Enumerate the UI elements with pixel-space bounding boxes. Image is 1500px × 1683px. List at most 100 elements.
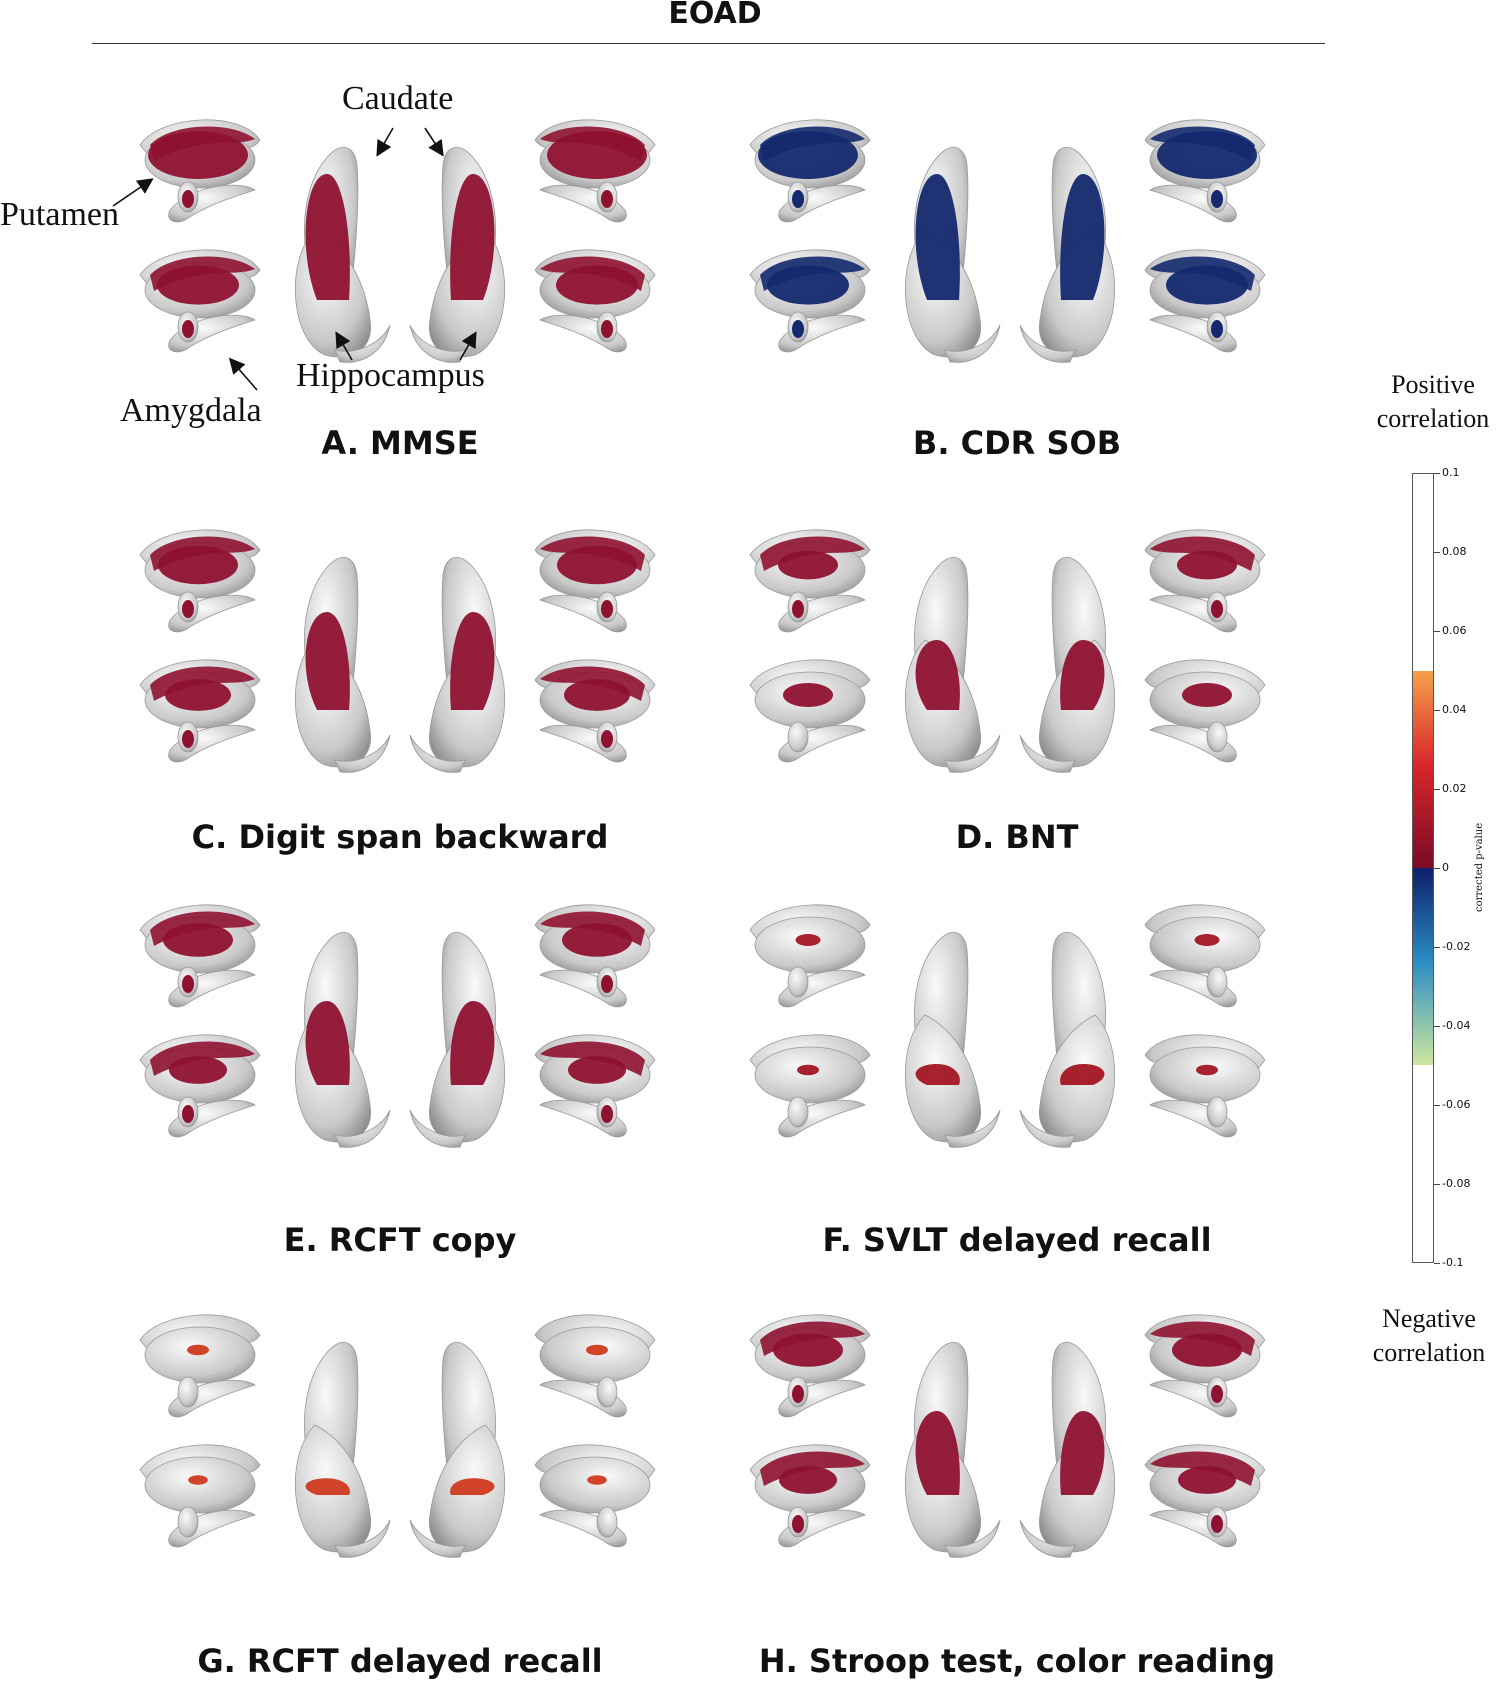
amygdala-shape — [1206, 1096, 1228, 1128]
caption-d: D. BNT — [955, 818, 1079, 856]
hippocampus-shape — [168, 1099, 256, 1138]
significance-cluster — [792, 320, 804, 338]
axial-view-right — [1019, 932, 1116, 1148]
significance-cluster — [450, 1478, 495, 1495]
colorbar — [1412, 473, 1434, 1263]
hippocampus-shape — [168, 594, 256, 633]
amygdala-shape — [787, 1096, 809, 1128]
hippocampal-tail-shape — [334, 734, 391, 773]
hippocampal-tail-shape — [944, 324, 1001, 363]
significance-cluster — [586, 1344, 608, 1356]
lateral-view-lower-left — [139, 659, 261, 763]
hippocampal-tail-shape — [409, 1519, 466, 1558]
hippocampus-shape — [539, 1509, 627, 1548]
hippocampus-shape — [539, 969, 627, 1008]
hippocampus-shape — [1149, 314, 1237, 353]
hippocampus-shape — [539, 724, 627, 763]
negative-correlation-label: Negative correlation — [1372, 1304, 1486, 1367]
colorbar-tick-mark — [1434, 1263, 1440, 1264]
significance-cluster — [915, 1064, 960, 1085]
lateral-view-upper-right — [1144, 1314, 1266, 1418]
significance-cluster — [795, 934, 821, 946]
significance-cluster — [1211, 320, 1223, 338]
significance-cluster — [783, 683, 833, 707]
significance-cluster — [797, 1064, 819, 1076]
significance-cluster — [1194, 934, 1220, 946]
caption-c: C. Digit span backward — [191, 818, 609, 856]
lateral-view-upper-left — [749, 904, 871, 1008]
hippocampus-shape — [1149, 969, 1237, 1008]
significance-cluster — [1060, 1411, 1105, 1495]
colorbar-tick-label: 0.02 — [1442, 782, 1467, 795]
significance-cluster — [915, 1411, 960, 1495]
lateral-view-lower-right — [534, 659, 656, 763]
significance-cluster — [1150, 536, 1255, 571]
axial-view-right — [409, 1342, 506, 1558]
significance-cluster — [540, 1041, 645, 1076]
brain-render-h — [749, 1314, 1266, 1558]
colorbar-tick-mark — [1434, 789, 1440, 790]
axial-view-right — [1019, 557, 1116, 773]
axial-view-left — [294, 557, 391, 773]
hippocampus-shape — [539, 184, 627, 223]
caudate-label: Caudate — [342, 80, 454, 117]
hippocampus-shape — [168, 184, 256, 223]
colorbar-tick-label: -0.02 — [1442, 940, 1471, 953]
hippocampal-tail-shape — [409, 734, 466, 773]
lateral-view-upper-right — [534, 529, 656, 633]
significance-cluster — [182, 1105, 194, 1123]
hippocampus-shape — [168, 1509, 256, 1548]
title-divider — [92, 43, 1325, 44]
amygdala-shape — [1206, 721, 1228, 753]
colorbar-tick-label: -0.04 — [1442, 1019, 1471, 1032]
significance-cluster — [601, 320, 613, 338]
panel-d — [730, 505, 1290, 805]
colorbar-tick-mark — [1434, 631, 1440, 632]
significance-cluster — [1150, 1321, 1255, 1356]
hippocampus-shape — [778, 594, 866, 633]
axial-view-right — [409, 932, 506, 1148]
significance-cluster — [601, 1105, 613, 1123]
colorbar-tick-label: 0.1 — [1442, 466, 1460, 479]
axial-view-left — [904, 557, 1001, 773]
colorbar-tick-mark — [1434, 1184, 1440, 1185]
colorbar-tick-label: 0.08 — [1442, 545, 1467, 558]
significance-cluster — [182, 975, 194, 993]
lateral-view-lower-right — [1144, 1444, 1266, 1548]
lateral-view-upper-left — [139, 1314, 261, 1418]
significance-cluster — [150, 911, 255, 946]
significance-cluster — [792, 1515, 804, 1533]
axial-view-left — [294, 1342, 391, 1558]
axial-view-right — [409, 557, 506, 773]
brain-render-b — [749, 119, 1266, 363]
significance-cluster — [760, 1321, 865, 1356]
hippocampal-tail-shape — [1019, 1519, 1076, 1558]
colorbar-tick-mark — [1434, 473, 1440, 474]
amygdala-shape — [177, 1376, 199, 1408]
significance-cluster — [1182, 683, 1232, 707]
lateral-view-lower-right — [534, 249, 656, 353]
hippocampus-shape — [778, 1509, 866, 1548]
significance-cluster — [305, 612, 350, 710]
lateral-view-lower-right — [534, 1444, 656, 1548]
lateral-view-upper-right — [534, 904, 656, 1008]
positive-correlation-label: Positive correlation — [1376, 370, 1490, 433]
lateral-view-lower-left — [139, 1444, 261, 1548]
lateral-view-upper-left — [139, 119, 261, 223]
hippocampus-shape — [778, 724, 866, 763]
significance-cluster — [601, 190, 613, 208]
caption-e: E. RCFT copy — [283, 1221, 517, 1259]
significance-cluster — [601, 600, 613, 618]
significance-cluster — [305, 1478, 350, 1495]
lateral-view-upper-right — [1144, 119, 1266, 223]
significance-cluster — [182, 190, 194, 208]
amygdala-shape — [177, 1506, 199, 1538]
hippocampus-shape — [778, 1379, 866, 1418]
hippocampus-shape — [1149, 1379, 1237, 1418]
lateral-view-lower-right — [1144, 249, 1266, 353]
significance-cluster — [187, 1344, 209, 1356]
lateral-view-upper-right — [534, 119, 656, 223]
hippocampus-label: Hippocampus — [296, 357, 485, 394]
significance-cluster — [305, 174, 350, 300]
hippocampal-tail-shape — [944, 734, 1001, 773]
